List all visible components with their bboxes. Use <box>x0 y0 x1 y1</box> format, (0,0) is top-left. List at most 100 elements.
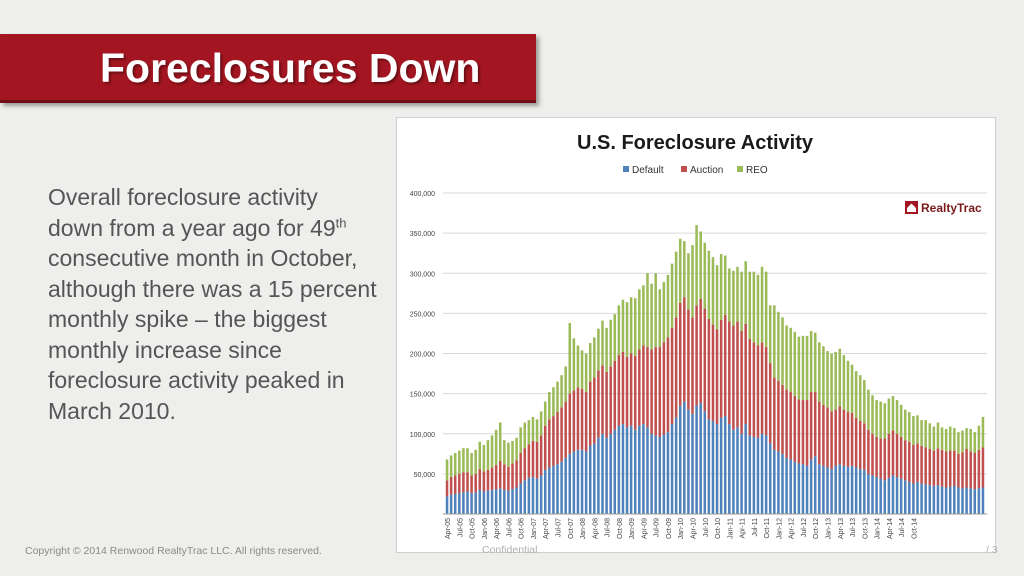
bar-auction <box>822 404 825 466</box>
bar-default <box>871 475 874 514</box>
bar-auction <box>838 406 842 465</box>
bar-default <box>867 473 870 515</box>
bar-reo <box>965 428 968 449</box>
bar-default <box>552 465 555 514</box>
bar-reo <box>642 285 645 346</box>
bar-default <box>969 488 972 514</box>
bar-reo <box>535 419 539 442</box>
bar-auction <box>674 317 678 418</box>
legend-label-auction: Auction <box>690 165 723 176</box>
bar-reo <box>580 350 584 389</box>
bar-default <box>740 433 743 514</box>
bar-auction <box>691 317 694 414</box>
bar-auction <box>920 445 923 484</box>
bar-default <box>445 496 449 514</box>
bar-default <box>543 469 547 514</box>
bar-reo <box>781 317 784 385</box>
bar-reo <box>449 455 453 478</box>
bar-default <box>961 488 964 514</box>
bar-reo <box>773 305 776 378</box>
bar-default <box>793 461 797 514</box>
bar-reo <box>458 450 461 474</box>
x-tick-label: Apr-11 <box>740 518 747 539</box>
bar-reo <box>764 271 768 348</box>
bar-auction <box>736 321 739 428</box>
bar-auction <box>625 356 629 428</box>
bar-reo <box>633 298 637 356</box>
bar-default <box>638 425 641 514</box>
x-tick-label: Oct-14 <box>911 518 918 539</box>
bar-default <box>556 464 559 514</box>
bar-auction <box>511 463 514 490</box>
bar-default <box>466 491 469 514</box>
bar-reo <box>494 429 498 466</box>
bar-default <box>462 492 465 514</box>
x-tick-label: Oct-13 <box>862 518 869 539</box>
legend-swatch-auction <box>681 166 687 172</box>
bar-reo <box>445 459 449 481</box>
bar-default <box>695 405 698 514</box>
bar-auction <box>858 420 862 470</box>
bar-auction <box>548 419 551 468</box>
bar-reo <box>936 422 940 449</box>
bar-reo <box>584 353 588 393</box>
x-tick-label: Jan-08 <box>580 518 587 540</box>
bar-auction <box>903 440 907 481</box>
bar-auction <box>633 355 637 430</box>
bar-auction <box>973 453 977 490</box>
bar-auction <box>871 433 874 476</box>
bar-reo <box>490 435 494 468</box>
bar-default <box>523 480 527 514</box>
x-tick-label: Apr-10 <box>691 518 698 539</box>
bar-default <box>662 434 666 514</box>
bar-auction <box>515 460 518 488</box>
bar-reo <box>474 449 477 474</box>
bar-default <box>891 475 895 514</box>
bar-default <box>519 483 522 514</box>
bar-default <box>863 469 866 514</box>
bar-auction <box>797 399 801 464</box>
bar-reo <box>507 442 510 467</box>
bar-auction <box>543 425 547 470</box>
bar-reo <box>760 266 764 343</box>
bar-reo <box>801 335 805 401</box>
bar-auction <box>711 324 715 421</box>
bar-reo <box>830 353 833 412</box>
y-tick-label: 300,000 <box>410 271 435 278</box>
bar-reo <box>854 371 858 418</box>
bar-reo <box>515 437 518 461</box>
bar-reo <box>977 425 981 450</box>
bar-auction <box>850 412 854 466</box>
bar-auction <box>965 449 968 488</box>
bar-default <box>920 483 923 514</box>
bar-reo <box>912 416 915 445</box>
bar-auction <box>842 409 846 466</box>
bar-default <box>486 490 490 514</box>
legend-swatch-default <box>623 166 629 172</box>
bar-auction <box>576 387 580 450</box>
x-tick-label: Oct-08 <box>617 518 624 539</box>
bar-auction <box>908 441 911 482</box>
bar-default <box>879 478 882 514</box>
bar-auction <box>760 342 764 434</box>
bar-reo <box>863 379 866 424</box>
bar-default <box>768 443 772 514</box>
bar-reo <box>605 327 608 372</box>
bar-default <box>953 485 956 514</box>
bar-default <box>899 478 903 514</box>
bar-auction <box>486 469 490 491</box>
bar-reo <box>732 270 735 326</box>
bar-default <box>494 489 498 514</box>
bar-default <box>805 465 809 514</box>
bar-default <box>670 424 674 514</box>
y-tick-label: 50,000 <box>414 472 436 479</box>
bar-default <box>903 480 907 514</box>
bar-default <box>785 457 788 514</box>
bar-reo <box>838 348 842 407</box>
bar-default <box>617 425 621 514</box>
bar-reo <box>556 381 559 413</box>
bar-reo <box>519 427 522 454</box>
bar-default <box>936 485 940 514</box>
bar-reo <box>948 426 952 451</box>
x-tick-label: Apr-05 <box>445 518 452 539</box>
